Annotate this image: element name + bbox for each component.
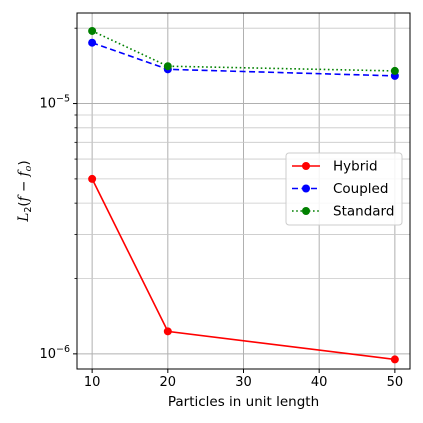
- legend: Hybrid Coupled Standard: [285, 152, 403, 226]
- legend-marker: [302, 162, 310, 170]
- legend-label: Coupled: [333, 181, 388, 197]
- ticks: 10 20 30 40 50 10−6 10−5: [39, 27, 404, 390]
- data-point-standard: [163, 62, 172, 71]
- y-axis-title: L2(f − fo): [16, 160, 34, 222]
- series-hybrid: [88, 174, 399, 364]
- data-point-hybrid: [390, 355, 399, 364]
- data-point-standard: [88, 26, 97, 35]
- legend-marker: [302, 207, 310, 215]
- x-tick-label: 40: [311, 375, 328, 390]
- legend-label: Standard: [333, 204, 394, 220]
- series-standard: [88, 26, 399, 75]
- series-layer: [88, 26, 399, 364]
- legend-entry-hybrid: Hybrid: [292, 159, 378, 175]
- legend-marker: [302, 184, 310, 193]
- legend-entry-standard: Standard: [292, 204, 394, 220]
- data-point-hybrid: [88, 174, 97, 183]
- legend-label: Hybrid: [333, 159, 378, 175]
- x-tick-label: 50: [387, 375, 404, 390]
- y-tick-label: 10−5: [39, 94, 70, 112]
- data-point-hybrid: [163, 327, 172, 336]
- x-tick-label: 30: [235, 375, 252, 390]
- x-tick-label: 20: [160, 375, 177, 390]
- y-tick-label: 10−6: [39, 344, 70, 362]
- data-point-standard: [390, 66, 399, 75]
- legend-entry-coupled: Coupled: [292, 181, 388, 197]
- x-axis-title: Particles in unit length: [168, 394, 319, 410]
- legend-frame: [285, 152, 403, 226]
- data-point-coupled: [88, 38, 97, 47]
- x-tick-label: 10: [84, 375, 101, 390]
